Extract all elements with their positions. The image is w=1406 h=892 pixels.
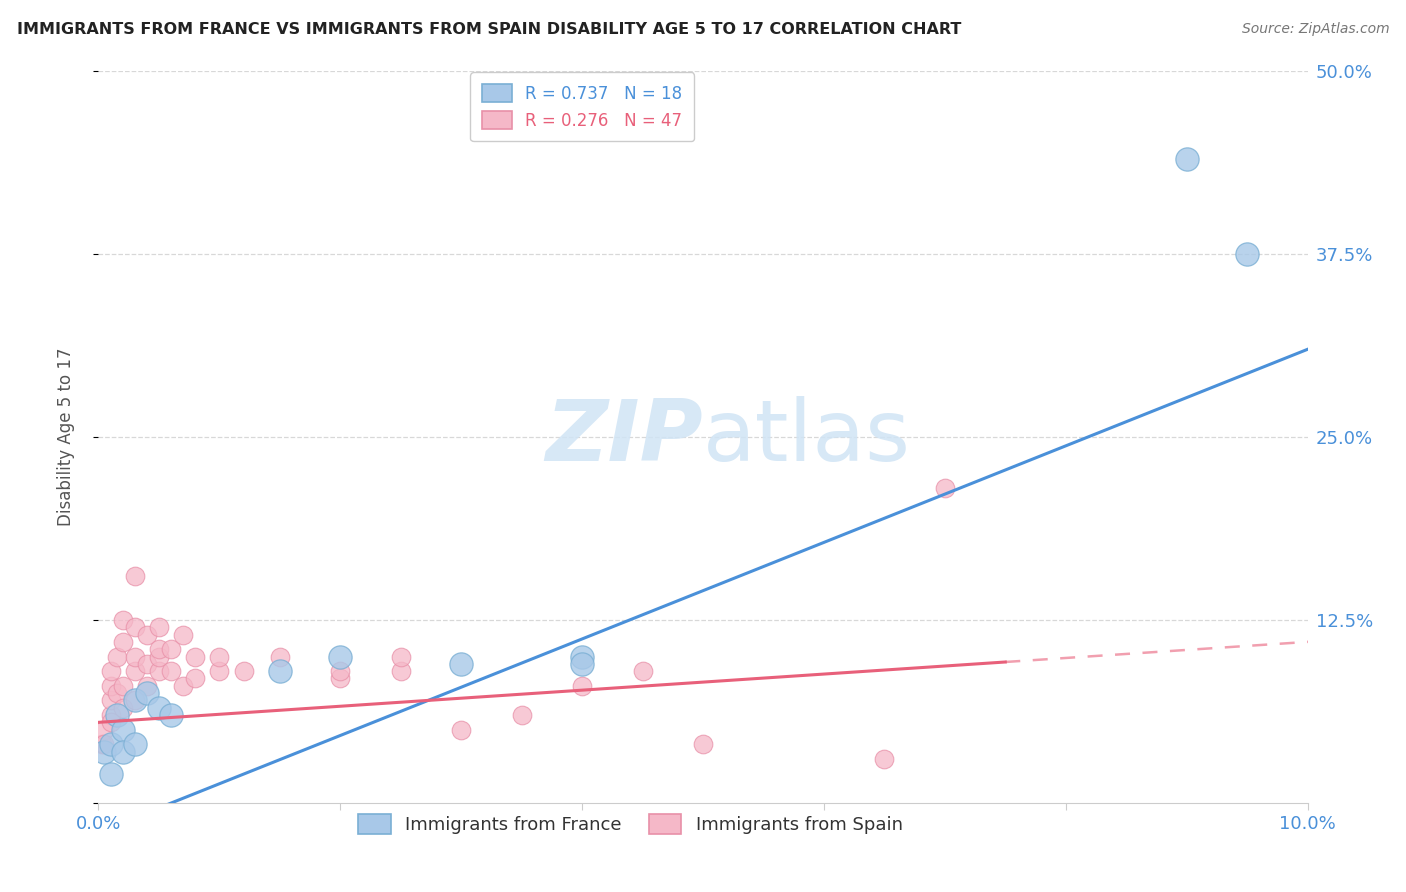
Point xyxy=(571,649,593,664)
Point xyxy=(93,723,115,737)
Point xyxy=(510,708,533,723)
Point xyxy=(100,693,122,707)
Point xyxy=(124,664,146,678)
Point xyxy=(124,737,146,751)
Point xyxy=(873,752,896,766)
Point xyxy=(329,672,352,686)
Point xyxy=(135,686,157,700)
Point xyxy=(208,649,231,664)
Point xyxy=(100,708,122,723)
Point xyxy=(450,723,472,737)
Point xyxy=(105,649,128,664)
Point xyxy=(135,657,157,671)
Point xyxy=(135,679,157,693)
Point xyxy=(329,664,352,678)
Point xyxy=(124,693,146,707)
Point xyxy=(934,481,956,495)
Point xyxy=(105,708,128,723)
Point xyxy=(148,664,170,678)
Text: IMMIGRANTS FROM FRANCE VS IMMIGRANTS FROM SPAIN DISABILITY AGE 5 TO 17 CORRELATI: IMMIGRANTS FROM FRANCE VS IMMIGRANTS FRO… xyxy=(17,22,962,37)
Point xyxy=(692,737,714,751)
Point xyxy=(111,700,134,714)
Point xyxy=(450,657,472,671)
Point xyxy=(1175,152,1198,166)
Point xyxy=(172,679,194,693)
Point xyxy=(571,657,593,671)
Point xyxy=(111,745,134,759)
Point xyxy=(93,737,115,751)
Point xyxy=(135,627,157,641)
Point xyxy=(160,642,183,657)
Point xyxy=(1236,247,1258,261)
Point xyxy=(148,649,170,664)
Point xyxy=(269,649,291,664)
Text: atlas: atlas xyxy=(703,395,911,479)
Point xyxy=(111,723,134,737)
Point xyxy=(105,686,128,700)
Point xyxy=(124,620,146,634)
Point xyxy=(124,569,146,583)
Point xyxy=(100,737,122,751)
Point xyxy=(389,649,412,664)
Text: Source: ZipAtlas.com: Source: ZipAtlas.com xyxy=(1241,22,1389,37)
Point xyxy=(111,613,134,627)
Point xyxy=(184,649,207,664)
Point xyxy=(571,679,593,693)
Point xyxy=(631,664,654,678)
Point xyxy=(111,679,134,693)
Point xyxy=(208,664,231,678)
Point xyxy=(232,664,254,678)
Point xyxy=(100,715,122,730)
Text: ZIP: ZIP xyxy=(546,395,703,479)
Point xyxy=(184,672,207,686)
Point xyxy=(160,664,183,678)
Point xyxy=(91,737,114,751)
Point xyxy=(389,664,412,678)
Point xyxy=(100,766,122,780)
Point xyxy=(93,745,115,759)
Point xyxy=(124,649,146,664)
Point xyxy=(148,642,170,657)
Point xyxy=(269,664,291,678)
Point xyxy=(100,664,122,678)
Point xyxy=(148,620,170,634)
Point xyxy=(111,635,134,649)
Point xyxy=(100,679,122,693)
Legend: Immigrants from France, Immigrants from Spain: Immigrants from France, Immigrants from … xyxy=(352,807,910,841)
Point xyxy=(160,708,183,723)
Point xyxy=(329,649,352,664)
Point xyxy=(124,693,146,707)
Point xyxy=(148,700,170,714)
Point xyxy=(172,627,194,641)
Y-axis label: Disability Age 5 to 17: Disability Age 5 to 17 xyxy=(56,348,75,526)
